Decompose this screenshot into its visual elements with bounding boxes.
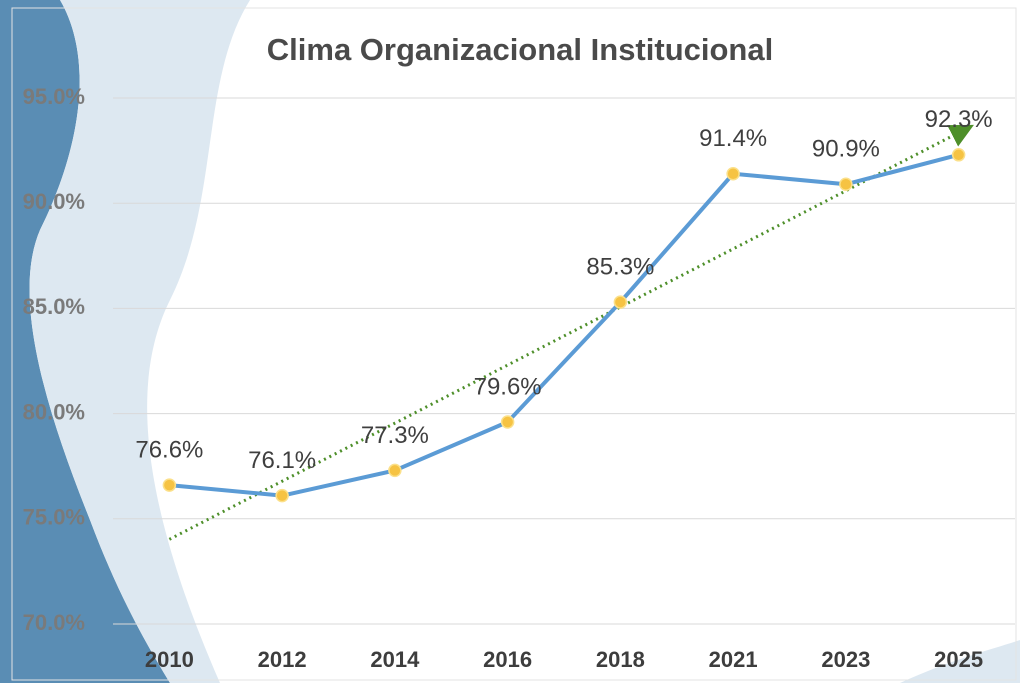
data-point [276, 490, 288, 502]
data-point [953, 149, 965, 161]
data-label: 92.3% [925, 106, 993, 133]
y-tick-label: 70.0% [23, 610, 85, 635]
data-label: 85.3% [586, 253, 654, 280]
data-label: 79.6% [474, 373, 542, 400]
y-tick-label: 85.0% [23, 294, 85, 319]
chart: Clima Organizacional Institucional 70.0%… [0, 0, 1020, 683]
x-tick-label: 2025 [934, 647, 983, 672]
data-label: 90.9% [812, 136, 880, 163]
data-point [614, 296, 626, 308]
data-label: 91.4% [699, 125, 767, 152]
y-tick-label: 75.0% [23, 505, 85, 530]
y-tick-label: 90.0% [23, 189, 85, 214]
data-label: 77.3% [361, 422, 429, 449]
data-point [163, 479, 175, 491]
x-tick-label: 2016 [483, 647, 532, 672]
x-tick-label: 2014 [370, 647, 420, 672]
data-point [502, 416, 514, 428]
page: Clima Organizacional Institucional 70.0%… [0, 0, 1020, 683]
y-tick-label: 95.0% [23, 84, 85, 109]
x-tick-label: 2023 [821, 647, 870, 672]
x-tick-label: 2010 [145, 647, 194, 672]
data-point [727, 168, 739, 180]
data-point [840, 178, 852, 190]
data-label: 76.1% [248, 447, 316, 474]
x-tick-label: 2018 [596, 647, 645, 672]
data-label: 76.6% [135, 436, 203, 463]
data-point [389, 464, 401, 476]
chart-title: Clima Organizacional Institucional [267, 32, 773, 67]
y-tick-label: 80.0% [23, 399, 85, 424]
x-tick-label: 2021 [709, 647, 758, 672]
x-tick-label: 2012 [258, 647, 307, 672]
